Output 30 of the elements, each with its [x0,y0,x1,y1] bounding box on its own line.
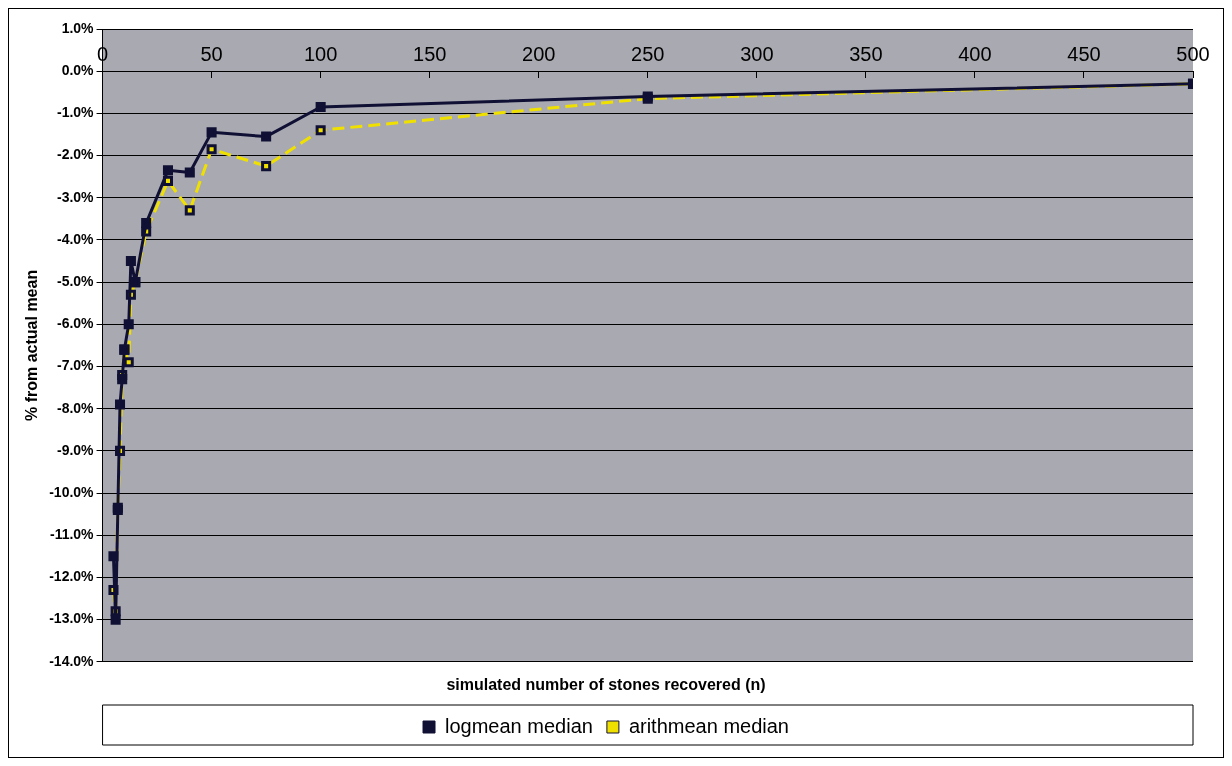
y-tick-label: -14.0% [49,652,95,669]
y-tick-label: -11.0% [49,526,95,543]
y-tick-label: -1.0% [56,104,95,121]
y-tick-label: -8.0% [56,399,95,416]
x-tick-label: 300 [740,42,774,65]
y-axis-title: % from actual mean [23,269,41,421]
x-tick-label: 200 [522,42,556,65]
y-tick-label: -4.0% [56,230,95,247]
x-tick-label: 450 [1067,42,1101,65]
x-tick-label: 250 [631,42,665,65]
legend-label: arithmean median [628,714,789,737]
y-tick-label: -9.0% [56,441,95,458]
x-tick-label: 150 [413,42,447,65]
y-tick-label: -3.0% [56,188,95,205]
y-tick-label: -7.0% [56,357,95,374]
x-tick-label: 100 [303,42,338,65]
legend-label: logmean median [445,714,593,737]
y-tick-label: 1.0% [61,19,95,36]
x-tick-label: 350 [849,42,883,65]
x-tick-label: 50 [200,42,223,65]
x-axis-title: simulated number of stones recovered (n) [446,675,766,693]
y-tick-label: -5.0% [56,272,95,289]
x-tick-label: 400 [958,42,992,65]
x-tick-label: 500 [1176,42,1210,65]
y-tick-label: -12.0% [49,568,95,585]
y-tick-label: -10.0% [49,483,95,500]
y-tick-label: -13.0% [49,610,95,627]
y-tick-label: -2.0% [56,146,95,163]
y-tick-label: -6.0% [56,315,95,332]
y-tick-label: 0.0% [61,62,95,79]
